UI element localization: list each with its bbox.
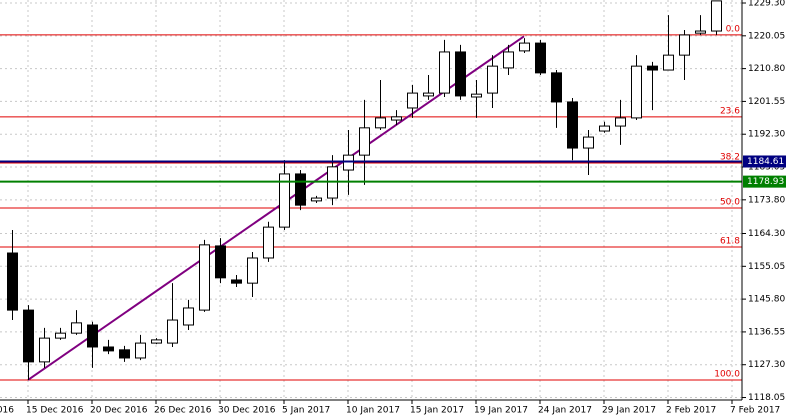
candle-body [535,42,546,74]
candle-body [23,309,34,363]
fib-label: 50.0 [720,197,740,207]
y-tick-label: 1192.30 [748,130,785,140]
candle-body [375,117,386,129]
fib-label: 23.6 [720,106,740,116]
candle-body [407,92,418,109]
candle-body [439,51,450,94]
y-tick-label: 1145.80 [748,295,785,305]
x-tick-label: 5 Jan 2017 [282,406,330,416]
candle-body [199,244,210,311]
candle-body [151,339,162,344]
candle-body [167,319,178,344]
price-label: 1184.61 [747,157,784,167]
candle-body [599,125,610,132]
candle-body [519,42,530,52]
fib-label: 38.2 [720,152,740,162]
candle-body [71,322,82,334]
candle-body [359,127,370,156]
candle-body [695,30,706,34]
x-tick-label: 10 Jan 2017 [346,406,400,416]
candle-body [7,252,18,311]
fib-label: 100.0 [714,369,740,379]
candle-body [231,279,242,284]
y-tick-label: 1155.05 [748,262,785,272]
candle-body [55,332,66,339]
candle-body [711,0,722,32]
candle-body [663,54,674,71]
x-tick-label: 7 Feb 2017 [730,406,780,416]
candle-body [39,337,50,363]
candle-body [455,51,466,97]
x-tick-label: 29 Jan 2017 [602,406,656,416]
x-tick-label: 30 Dec 2016 [218,406,276,416]
candle-body [279,173,290,228]
candle-body [263,226,274,259]
price-label: 1178.93 [747,177,784,187]
candle-body [567,101,578,149]
candle-body [247,257,258,284]
candle-body [391,116,402,121]
x-tick-label: 15 Dec 2016 [26,406,84,416]
candle-body [583,136,594,149]
candle-body [135,342,146,359]
fib-label: 61.8 [720,236,740,246]
candle-body [631,65,642,119]
y-tick-label: 1164.30 [748,229,785,239]
y-tick-label: 1136.55 [748,327,785,337]
x-tick-label: 26 Dec 2016 [154,406,212,416]
y-tick-label: 1183.05 [748,163,785,173]
x-tick-label: 016 [0,406,14,416]
y-tick-label: 1173.80 [748,195,785,205]
x-tick-label: 24 Jan 2017 [538,406,592,416]
candle-body [615,117,626,127]
candle-body [551,72,562,103]
candle-body [471,93,482,98]
candle-body [215,245,226,279]
price-label-box [743,175,786,188]
candle-body [103,346,114,352]
candle-body [423,92,434,97]
candle-body [119,349,130,359]
candle-body [343,154,354,171]
candle-body [647,65,658,71]
y-tick-label: 1201.55 [748,97,785,107]
y-tick-label: 1127.30 [748,360,785,370]
candle-body [87,324,98,348]
x-tick-label: 15 Jan 2017 [410,406,464,416]
candle-body [295,173,306,206]
candle-body [679,34,690,56]
candle-body [183,307,194,326]
fib-label: 0.0 [726,24,741,34]
price-label-box [743,155,786,168]
candle-body [311,197,322,202]
candle-body [487,65,498,94]
y-tick-label: 1210.80 [748,64,785,74]
x-tick-label: 20 Dec 2016 [90,406,148,416]
x-tick-label: 19 Jan 2017 [474,406,528,416]
trendline [27,35,525,381]
candle-body [503,51,514,69]
y-tick-label: 1220.05 [748,31,785,41]
y-tick-label: 1229.30 [748,0,785,9]
y-tick-label: 1118.05 [748,393,785,403]
x-tick-label: 2 Feb 2017 [666,406,716,416]
